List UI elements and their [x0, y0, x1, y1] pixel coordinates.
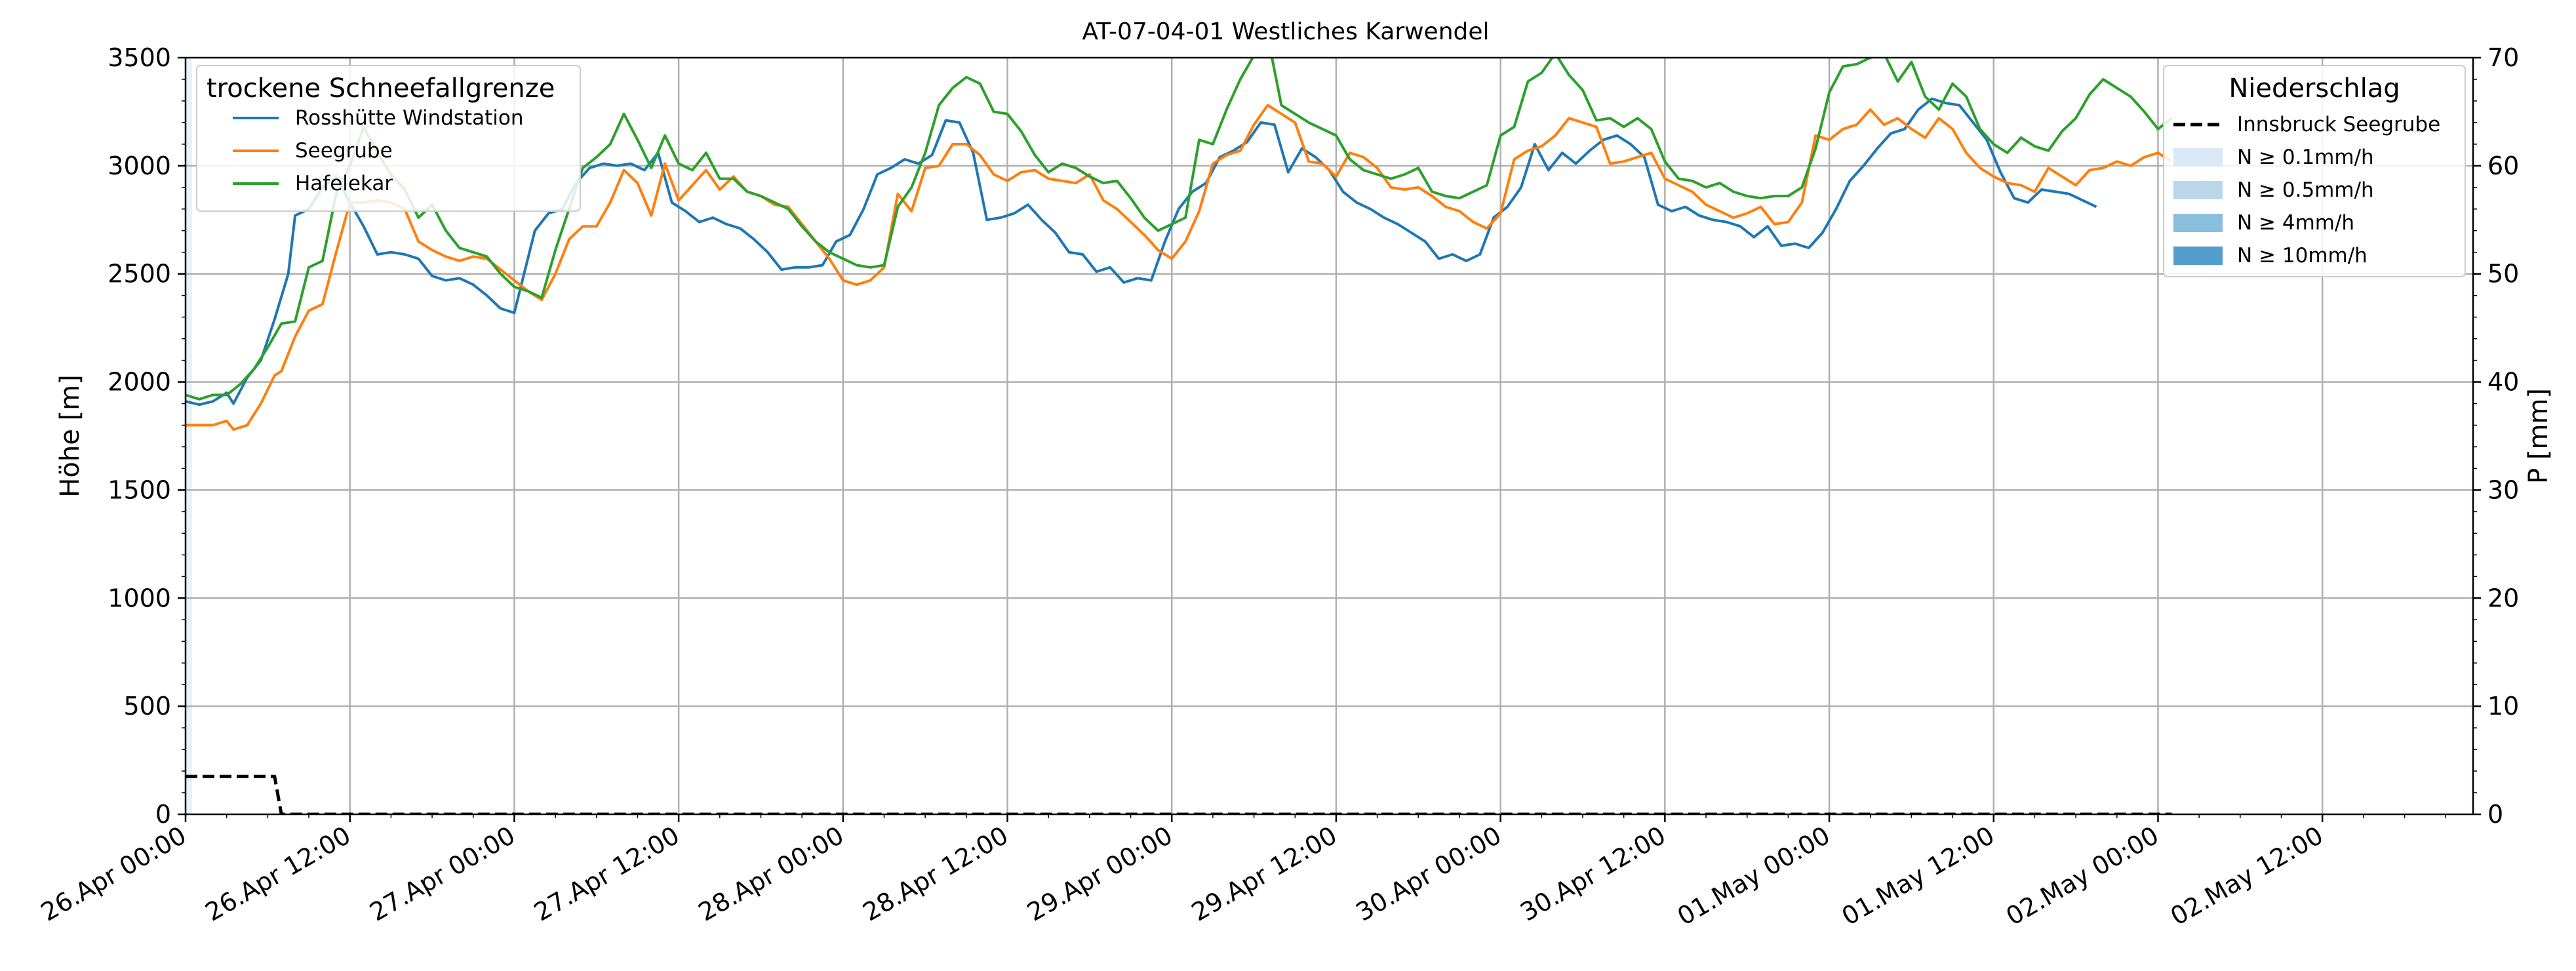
- y-axis-label-left: Höhe [m]: [55, 374, 85, 497]
- y-tick-label-left: 1500: [108, 475, 171, 504]
- legend-title: Niederschlag: [2229, 73, 2400, 104]
- x-tick-label: 30.Apr 00:00: [1351, 821, 1507, 927]
- legend-label: N ≥ 0.5mm/h: [2237, 178, 2374, 202]
- legend-label: Innsbruck Seegrube: [2237, 113, 2440, 136]
- legend-label: Hafelekar: [295, 172, 393, 195]
- x-tick-label: 02.May 12:00: [2166, 821, 2328, 931]
- precip-band: [186, 58, 192, 814]
- y-tick-label-left: 2000: [108, 368, 171, 397]
- x-tick-label: 01.May 12:00: [1837, 821, 2000, 931]
- legend-swatch: [2173, 181, 2223, 199]
- series-line-seegrube: [186, 104, 2173, 431]
- x-tick-label: 26.Apr 12:00: [201, 821, 356, 927]
- series-line-hafelekar: [186, 58, 2173, 401]
- series-line-rossh-tte-windstation: [186, 97, 2097, 406]
- y-tick-label-right: 50: [2487, 260, 2519, 288]
- x-tick-label: 01.May 00:00: [1673, 821, 1835, 931]
- x-tick-label: 27.Apr 00:00: [365, 821, 520, 927]
- x-tick-label: 26.Apr 00:00: [36, 821, 191, 927]
- legend-box: [2163, 65, 2466, 277]
- y-tick-label-left: 0: [155, 800, 171, 829]
- series-line-innsbruck-seegrube: [186, 774, 2172, 814]
- legend-title: trockene Schneefallgrenze: [207, 73, 555, 104]
- y-tick-label-right: 70: [2487, 43, 2519, 72]
- x-tick-label: 29.Apr 00:00: [1022, 821, 1178, 927]
- series-layer: [186, 58, 2173, 814]
- y-tick-label-left: 2500: [108, 260, 171, 288]
- legend-box: [196, 65, 581, 212]
- legend-label: N ≥ 4mm/h: [2237, 211, 2354, 235]
- legend-swatch: [2173, 247, 2223, 265]
- x-tick-label: 28.Apr 00:00: [694, 821, 849, 927]
- y-tick-label-left: 3000: [108, 151, 171, 180]
- y-tick-label-right: 40: [2487, 368, 2519, 397]
- legend-label: N ≥ 10mm/h: [2237, 244, 2368, 268]
- x-tick-label: 30.Apr 12:00: [1515, 821, 1671, 927]
- y-axis-left: 0 500 1000 1500 2000 2500 3000 3500: [108, 43, 186, 829]
- x-axis: 26.Apr 00:00 26.Apr 12:00 27.Apr 00:00 27.A…: [36, 814, 2446, 931]
- x-tick-label: 27.Apr 12:00: [529, 821, 684, 927]
- legend-precipitation: Niederschlag Innsbruck Seegrube N ≥ 0.1mm/…: [2163, 65, 2466, 277]
- plot-frame: [184, 56, 2474, 816]
- y-tick-label-right: 10: [2487, 692, 2519, 721]
- x-tick-label: 02.May 00:00: [2001, 821, 2164, 931]
- y-axis-right: 0 10 20 30 40 50 60 70: [2473, 43, 2519, 829]
- x-tick-label: 29.Apr 12:00: [1187, 821, 1342, 927]
- y-tick-label-left: 500: [123, 692, 171, 721]
- precipitation-bands: [186, 58, 192, 814]
- legend-swatch: [2173, 148, 2223, 167]
- x-tick-label: 28.Apr 12:00: [858, 821, 1013, 927]
- y-tick-label-left: 3500: [108, 43, 171, 72]
- y-tick-label-left: 1000: [108, 584, 171, 612]
- legend-label: N ≥ 0.1mm/h: [2237, 146, 2374, 169]
- chart-title: AT-07-04-01 Westliches Karwendel: [1082, 18, 1489, 45]
- y-tick-label-right: 0: [2487, 800, 2503, 829]
- y-tick-label-right: 60: [2487, 151, 2519, 180]
- legend-swatch: [2173, 214, 2223, 232]
- y-tick-label-right: 20: [2487, 584, 2519, 612]
- legend-label: Rosshütte Windstation: [295, 106, 524, 130]
- legend-label: Seegrube: [295, 139, 393, 163]
- y-axis-label-right: P [mm]: [2524, 388, 2554, 484]
- y-tick-label-right: 30: [2487, 475, 2519, 504]
